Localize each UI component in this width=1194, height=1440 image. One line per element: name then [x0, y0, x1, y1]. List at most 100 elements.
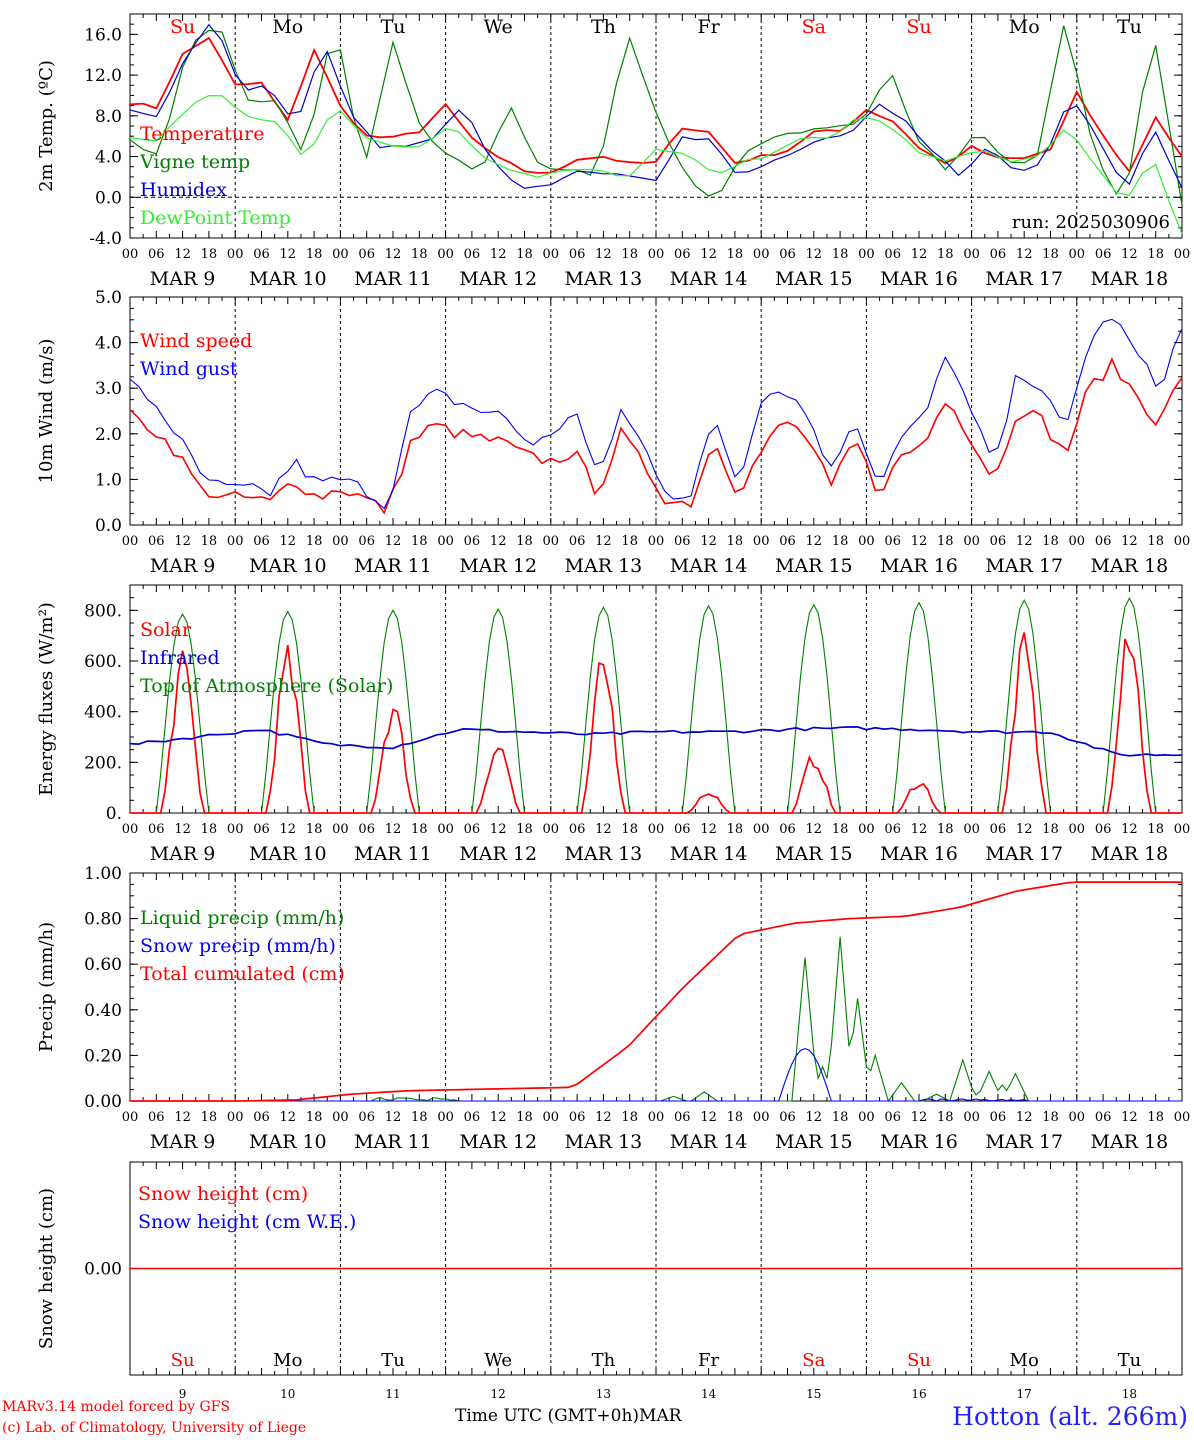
x-hour-label: 12 [1016, 247, 1033, 262]
x-hour-label: 18 [516, 534, 533, 549]
station-name: Hotton (alt. 266m) [952, 1402, 1188, 1431]
y-tick-label: 3.0 [95, 379, 122, 399]
x-hour-label: 12 [911, 247, 928, 262]
x-hour-label: 18 [411, 534, 428, 549]
x-hour-label: 06 [358, 247, 375, 262]
day-number-label: 9 [179, 1387, 187, 1401]
x-hour-label: 06 [779, 247, 796, 262]
x-hour-label: 12 [385, 822, 402, 837]
x-hour-label: 18 [621, 534, 638, 549]
x-hour-label: 06 [464, 247, 481, 262]
legend-snow-height-cm-: Snow height (cm) [138, 1183, 308, 1205]
x-hour-label: 00 [648, 247, 665, 262]
x-hour-label: 12 [280, 1110, 297, 1125]
x-hour-label: 12 [911, 534, 928, 549]
x-hour-label: 00 [122, 1110, 139, 1125]
x-hour-label: 18 [937, 247, 954, 262]
x-hour-label: 06 [990, 247, 1007, 262]
series-line-wind-speed [129, 357, 1183, 515]
x-date-label: MAR 12 [459, 1131, 537, 1153]
x-date-label: MAR 18 [1091, 555, 1169, 577]
day-number-label: 13 [596, 1387, 611, 1401]
day-number-label: 10 [280, 1387, 295, 1401]
weekday-label-sa: Sa [802, 1350, 825, 1371]
x-hour-label: 18 [201, 247, 218, 262]
x-hour-label: 00 [227, 822, 244, 837]
x-date-label: MAR 14 [670, 843, 748, 865]
x-date-label: MAR 14 [670, 268, 748, 290]
x-hour-label: 12 [806, 247, 823, 262]
series-line-wind-gust [129, 318, 1183, 510]
x-hour-label: 18 [1042, 1110, 1059, 1125]
x-date-label: MAR 15 [775, 555, 853, 577]
x-hour-label: 06 [464, 1110, 481, 1125]
day-number-label: 18 [1122, 1387, 1137, 1401]
x-hour-label: 18 [411, 1110, 428, 1125]
series-line-humidex [129, 23, 1183, 189]
x-hour-label: 00 [543, 534, 560, 549]
x-hour-label: 18 [832, 822, 849, 837]
x-date-label: MAR 16 [880, 1131, 958, 1153]
y-axis-title: Precip (mm/h) [36, 922, 57, 1052]
x-hour-label: 18 [516, 822, 533, 837]
x-date-label: MAR 17 [985, 268, 1063, 290]
x-hour-label: 18 [621, 822, 638, 837]
weekday-header-mo: Mo [1009, 16, 1040, 38]
y-tick-label: 800. [84, 601, 122, 621]
x-hour-label: 00 [332, 534, 349, 549]
series-line-solar [130, 632, 1182, 814]
x-hour-label: 12 [595, 247, 612, 262]
legend-snow-precip-mm-h-: Snow precip (mm/h) [140, 935, 336, 957]
panel-1: -4.0 0.0 4.0 8.0 12.0 16.0 2m Temp. (ºC) 00 06 12… [36, 13, 1191, 290]
x-hour-label: 06 [148, 822, 165, 837]
x-hour-label: 18 [1042, 534, 1059, 549]
x-hour-label: 00 [648, 822, 665, 837]
x-date-label: MAR 10 [249, 268, 327, 290]
x-hour-label: 00 [858, 534, 875, 549]
x-date-label: MAR 12 [459, 555, 537, 577]
x-hour-label: 00 [753, 1110, 770, 1125]
panel-5: 0.00 Snow height (cm) Su Mo Tu We Th Fr Sa Su Mo Tu… [36, 1161, 1183, 1401]
series-line-temperature [129, 36, 1183, 174]
weekday-header-fr: Fr [697, 16, 720, 38]
x-hour-label: 06 [1095, 1110, 1112, 1125]
x-hour-label: 12 [174, 534, 191, 549]
x-hour-label: 18 [201, 822, 218, 837]
x-hour-label: 00 [963, 822, 980, 837]
x-hour-label: 06 [990, 822, 1007, 837]
x-hour-label: 00 [648, 1110, 665, 1125]
x-hour-label: 00 [1174, 1110, 1191, 1125]
x-hour-label: 00 [122, 822, 139, 837]
x-hour-label: 12 [595, 534, 612, 549]
x-hour-label: 18 [1147, 247, 1164, 262]
y-tick-label: 0.0 [95, 516, 122, 536]
x-hour-label: 12 [174, 1110, 191, 1125]
x-hour-label: 06 [148, 247, 165, 262]
legend-vigne-temp: Vigne temp [139, 151, 250, 173]
x-hour-label: 06 [253, 1110, 270, 1125]
x-hour-label: 12 [806, 1110, 823, 1125]
x-hour-label: 18 [832, 534, 849, 549]
x-date-label: MAR 9 [150, 555, 216, 577]
y-tick-label: 5.0 [95, 288, 122, 308]
weekday-header-tu: Tu [1117, 16, 1142, 38]
x-hour-label: 06 [674, 822, 691, 837]
y-tick-label: 16.0 [84, 25, 122, 45]
x-hour-label: 00 [1174, 247, 1191, 262]
x-hour-label: 18 [1147, 1110, 1164, 1125]
x-hour-label: 18 [201, 534, 218, 549]
x-hour-label: 12 [490, 534, 507, 549]
y-tick-label: 0.0 [95, 188, 122, 208]
x-hour-label: 00 [1069, 822, 1086, 837]
weekday-label-th: Th [592, 1350, 616, 1371]
x-hour-label: 06 [674, 1110, 691, 1125]
weekday-label-su: Su [907, 1350, 931, 1371]
x-hour-label: 06 [148, 534, 165, 549]
x-hour-label: 06 [779, 822, 796, 837]
y-tick-label: 600. [84, 652, 122, 672]
x-hour-label: 06 [464, 822, 481, 837]
x-date-label: MAR 18 [1091, 268, 1169, 290]
x-hour-label: 12 [490, 1110, 507, 1125]
x-hour-label: 00 [227, 534, 244, 549]
